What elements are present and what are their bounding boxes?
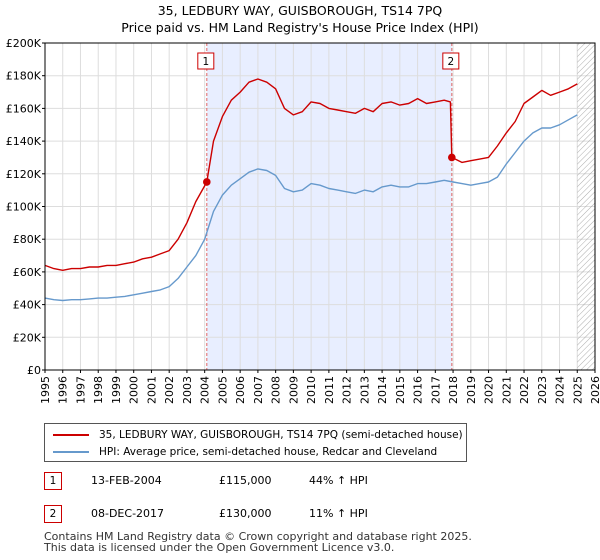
- x-tick-label: 2015: [394, 376, 407, 404]
- transaction-label-text: 1: [202, 56, 209, 68]
- legend-label-hpi: HPI: Average price, semi-detached house,…: [99, 446, 438, 458]
- transaction-label-box: [442, 52, 460, 70]
- x-tick-label: 2010: [305, 376, 318, 404]
- x-tick-label: 2025: [571, 376, 584, 404]
- x-tick-label: 2024: [554, 376, 567, 404]
- x-tick-label: 2017: [429, 376, 442, 404]
- transaction-date: 13-FEB-2004: [91, 474, 162, 487]
- legend-swatch-property: [53, 434, 89, 436]
- x-tick-label: 2011: [323, 376, 336, 404]
- transaction-markers: [203, 153, 456, 186]
- series-line: [44, 78, 578, 271]
- y-tick-label: £0: [27, 364, 41, 377]
- x-tick-label: 2018: [447, 376, 460, 404]
- x-tick-labels: 1995 1996 1997 1998 1999 2000 2001 2002 2003 2004…: [39, 370, 600, 404]
- x-tick-label: 1999: [110, 376, 123, 404]
- transaction-date: 08-DEC-2017: [91, 507, 165, 520]
- transaction-price: £115,000: [219, 474, 272, 487]
- footer-attribution: Contains HM Land Registry data © Crown c…: [44, 531, 472, 553]
- x-tick-label: 2003: [181, 376, 194, 404]
- x-tick-label: 2013: [358, 376, 371, 404]
- transaction-badge: 2: [44, 505, 62, 523]
- x-tick-label: 1995: [39, 376, 52, 404]
- legend-item-property: 35, LEDBURY WAY, GUISBOROUGH, TS14 7PQ (…: [53, 427, 463, 443]
- footer-line-1: Contains HM Land Registry data © Crown c…: [44, 530, 472, 543]
- title-line-2: Price paid vs. HM Land Registry's House …: [121, 20, 479, 35]
- y-tick-label: £120K: [6, 168, 42, 181]
- transaction-label-box: [197, 52, 215, 70]
- y-tick-label: £60K: [13, 266, 42, 279]
- y-tick-label: £140K: [6, 135, 42, 148]
- x-tick-label: 2001: [145, 376, 158, 404]
- x-tick-label: 2012: [341, 376, 354, 404]
- y-tick-label: £80K: [13, 233, 42, 246]
- x-tick-label: 2019: [465, 376, 478, 404]
- x-tick-label: 2005: [216, 376, 229, 404]
- chart-title: 35, LEDBURY WAY, GUISBOROUGH, TS14 7PQ P…: [0, 2, 600, 36]
- x-tick-label: 2016: [412, 376, 425, 404]
- x-tick-label: 2007: [252, 376, 265, 404]
- y-tick-label: £100K: [6, 201, 42, 214]
- y-tick-label: £20K: [13, 331, 42, 344]
- y-tick-labels: £0 £20K £40K £60K £80K £100K £120K £140K £160K £1…: [6, 37, 45, 377]
- x-tick-label: 2002: [163, 376, 176, 404]
- legend-item-hpi: HPI: Average price, semi-detached house,…: [53, 444, 437, 460]
- x-tick-label: 2006: [234, 376, 247, 404]
- x-tick-label: 2026: [589, 376, 600, 404]
- x-tick-label: 2014: [376, 376, 389, 404]
- x-tick-label: 2008: [270, 376, 283, 404]
- legend-label-property: 35, LEDBURY WAY, GUISBOROUGH, TS14 7PQ (…: [99, 429, 463, 441]
- y-tick-label: £180K: [6, 70, 42, 83]
- transaction-label-text: 2: [447, 56, 454, 68]
- x-tick-label: 1997: [74, 376, 87, 404]
- y-tick-label: £160K: [6, 102, 42, 115]
- transaction-row: 1 13-FEB-2004 £115,000 44% ↑ HPI: [44, 472, 544, 490]
- transaction-dot: [203, 178, 211, 186]
- transaction-hpi-delta: 11% ↑ HPI: [309, 507, 368, 520]
- x-tick-label: 2009: [287, 376, 300, 404]
- legend: 35, LEDBURY WAY, GUISBOROUGH, TS14 7PQ (…: [44, 423, 467, 462]
- y-tick-label: £40K: [13, 299, 42, 312]
- transaction-row: 2 08-DEC-2017 £130,000 11% ↑ HPI: [44, 505, 544, 523]
- future-hatch-area: [577, 43, 595, 370]
- future-hatch: [577, 43, 595, 370]
- y-tick-label: £200K: [6, 37, 42, 50]
- x-tick-label: 2021: [500, 376, 513, 404]
- x-tick-label: 1998: [92, 376, 105, 404]
- series-lines: [44, 78, 578, 302]
- transaction-price: £130,000: [219, 507, 272, 520]
- x-tick-label: 2023: [536, 376, 549, 404]
- x-tick-label: 1996: [57, 376, 70, 404]
- transaction-hpi-delta: 44% ↑ HPI: [309, 474, 368, 487]
- x-tick-label: 2020: [483, 376, 496, 404]
- legend-swatch-hpi: [53, 451, 89, 453]
- x-tick-label: 2022: [518, 376, 531, 404]
- x-tick-label: 2004: [199, 376, 212, 404]
- transaction-dot: [448, 153, 456, 162]
- x-tick-label: 2000: [128, 376, 141, 404]
- transaction-badge: 1: [44, 472, 62, 490]
- title-line-1: 35, LEDBURY WAY, GUISBOROUGH, TS14 7PQ: [157, 3, 443, 18]
- footer-line-2: This data is licensed under the Open Gov…: [44, 541, 395, 554]
- series-line: [44, 114, 578, 302]
